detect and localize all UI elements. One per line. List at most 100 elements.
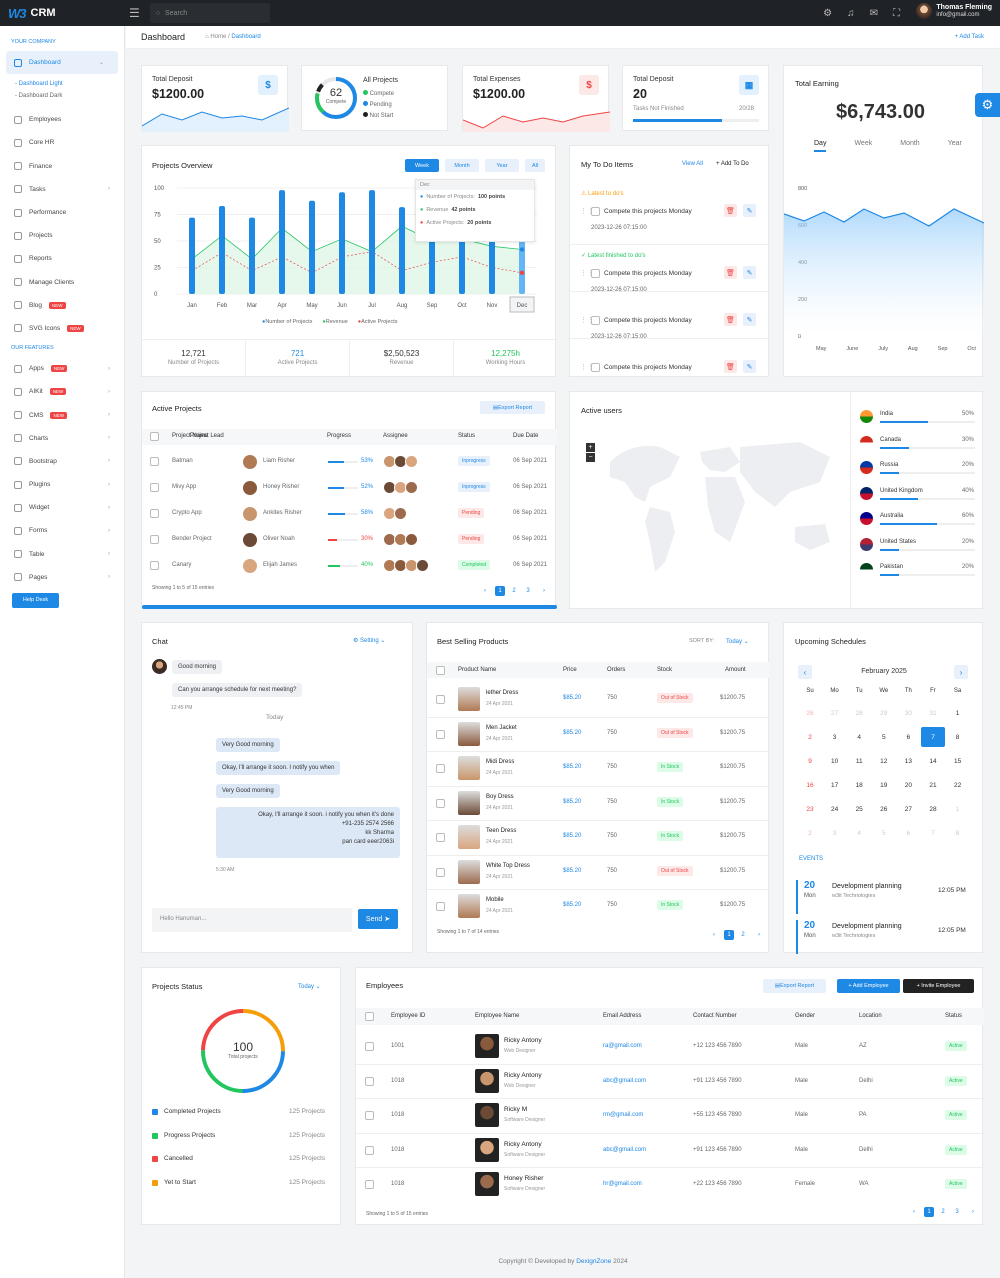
column-header[interactable]: Progress (327, 433, 352, 439)
select-all-checkbox[interactable] (436, 666, 445, 675)
row-checkbox[interactable] (365, 1042, 374, 1051)
product-name[interactable]: Mobile (486, 897, 504, 903)
page-2-button[interactable]: 2 (512, 588, 516, 594)
sidebar-item-blog[interactable]: Blog NEW (0, 294, 124, 317)
row-checkbox[interactable] (365, 1145, 374, 1155)
sidebar-item-plugins[interactable]: Plugins › (0, 473, 124, 496)
column-header[interactable]: Email Address (603, 1013, 642, 1019)
calendar-day[interactable]: 22 (953, 781, 962, 789)
gear-icon[interactable]: ⚙ (975, 93, 1000, 117)
calendar-day[interactable]: 11 (855, 757, 863, 765)
employee-email[interactable]: abc@gmail.com (603, 1077, 647, 1084)
calendar-day[interactable]: 30 (904, 709, 912, 717)
sidebar-item-bootstrap[interactable]: Bootstrap › (0, 450, 124, 473)
help-desk-button[interactable]: Help Desk (12, 592, 59, 608)
tab-year[interactable]: Year (947, 140, 962, 147)
calendar-day[interactable]: 1 (955, 709, 960, 717)
next-month-button[interactable]: › (954, 665, 968, 679)
sidebar-item-manage-clients[interactable]: Manage Clients (0, 271, 124, 294)
sidebar-sub-dashboard-dark[interactable]: - Dashboard Dark (15, 93, 63, 100)
calendar-day[interactable]: 25 (855, 805, 863, 813)
next-page-button[interactable]: › (543, 588, 545, 594)
column-header[interactable]: Price (563, 667, 577, 673)
calendar-day[interactable]: 2 (808, 829, 812, 837)
settings-icon[interactable]: ⚙ (823, 7, 833, 19)
zoom-out-button[interactable]: − (586, 453, 595, 462)
calendar-day[interactable]: 8 (955, 829, 960, 837)
sidebar-item-pages[interactable]: Pages › (0, 566, 124, 589)
prev-page-button[interactable]: ‹ (913, 1209, 915, 1215)
calendar-day[interactable]: 3 (832, 829, 837, 837)
calendar-day[interactable]: 15 (953, 757, 962, 765)
sidebar-item-employees[interactable]: Employees (0, 108, 124, 131)
bar-aug[interactable] (399, 207, 405, 294)
page-1-button[interactable]: 1 (924, 1207, 934, 1217)
hamburger-menu-icon[interactable]: ☰ (129, 6, 140, 20)
page-3-button[interactable]: 3 (526, 588, 530, 594)
calendar-day[interactable]: 18 (855, 781, 863, 789)
page-1-button[interactable]: 1 (724, 930, 734, 940)
edit-icon[interactable]: ✎ (743, 266, 756, 279)
column-header[interactable]: Amount (725, 667, 746, 673)
edit-icon[interactable]: ✎ (743, 313, 756, 326)
user-menu[interactable]: Thomas Fleming info@gmail.com (916, 3, 992, 19)
event-item[interactable]: 20 Mon Development planning w3it Technologi… (796, 920, 976, 954)
sidebar-item-reports[interactable]: Reports (0, 247, 124, 270)
calendar-day[interactable]: 7 (931, 829, 935, 837)
sidebar-item-charts[interactable]: Charts › (0, 427, 124, 450)
bell-icon[interactable]: ♫ (847, 7, 855, 19)
row-checkbox[interactable] (365, 1111, 374, 1120)
delete-icon[interactable]: 🗑 (724, 313, 737, 326)
calendar-day[interactable]: 13 (904, 757, 912, 765)
sidebar-item-table[interactable]: Table › (0, 543, 124, 566)
chat-input[interactable]: Hello Hanuman... (152, 908, 352, 932)
column-header[interactable]: Employee Name (475, 1013, 520, 1019)
bar-apr[interactable] (279, 190, 285, 294)
sidebar-item-forms[interactable]: Forms › (0, 519, 124, 542)
row-checkbox[interactable] (436, 729, 445, 739)
calendar-day[interactable]: 3 (832, 733, 837, 741)
page-2-button[interactable]: 2 (741, 932, 745, 938)
zoom-in-button[interactable]: + (586, 443, 595, 452)
calendar-day[interactable]: 6 (906, 829, 911, 837)
today-dropdown[interactable]: Today ⌄ (298, 984, 321, 990)
page-1-button[interactable]: 1 (495, 586, 505, 596)
calendar-day[interactable]: 10 (830, 757, 839, 765)
employee-email[interactable]: hr@gmail.com (603, 1181, 642, 1187)
row-checkbox[interactable] (436, 833, 445, 842)
fullscreen-icon[interactable]: ⛶ (893, 7, 900, 19)
prev-page-button[interactable]: ‹ (713, 932, 715, 938)
calendar-day[interactable]: 31 (929, 709, 937, 717)
todo-checkbox[interactable] (591, 316, 600, 325)
delete-icon[interactable]: 🗑 (724, 360, 737, 373)
employee-email[interactable]: ra@gmail.com (603, 1043, 642, 1049)
add-employee-button[interactable]: + Add Employee (837, 979, 900, 993)
column-header[interactable]: Orders (607, 667, 626, 673)
logo[interactable]: W3 CRM (0, 0, 125, 26)
row-checkbox[interactable] (436, 695, 445, 704)
add-task-button[interactable]: + Add Task (954, 34, 984, 40)
prev-page-button[interactable]: ‹ (484, 588, 486, 594)
calendar-day[interactable]: 17 (830, 781, 839, 789)
drag-handle-icon[interactable]: ⋮⋮ (580, 317, 594, 324)
select-all-checkbox[interactable] (365, 1012, 374, 1021)
calendar-day[interactable]: 19 (880, 781, 888, 789)
column-header[interactable]: Project Lead (190, 433, 224, 439)
edit-icon[interactable]: ✎ (743, 204, 756, 217)
sidebar-item-cms[interactable]: CMS NEW › (0, 403, 124, 426)
drag-handle-icon[interactable]: ⋮⋮ (580, 270, 594, 277)
calendar-day[interactable]: 28 (929, 805, 937, 813)
column-header[interactable]: Location (859, 1013, 882, 1019)
employee-name[interactable]: Ricky Antony (504, 1037, 542, 1044)
column-header[interactable]: Status (945, 1013, 963, 1019)
column-header[interactable]: Employee ID (391, 1013, 426, 1019)
calendar-day[interactable]: 5 (881, 733, 886, 741)
todo-checkbox[interactable] (591, 363, 600, 372)
bar-mar[interactable] (249, 217, 255, 294)
view-all-link[interactable]: View All (682, 161, 703, 167)
sidebar-item-widget[interactable]: Widget › (0, 496, 124, 519)
calendar-day[interactable]: 20 (904, 781, 912, 789)
calendar-day[interactable]: 8 (955, 733, 960, 741)
tab-month[interactable]: Month (900, 140, 920, 147)
calendar-day[interactable]: 27 (904, 805, 912, 813)
